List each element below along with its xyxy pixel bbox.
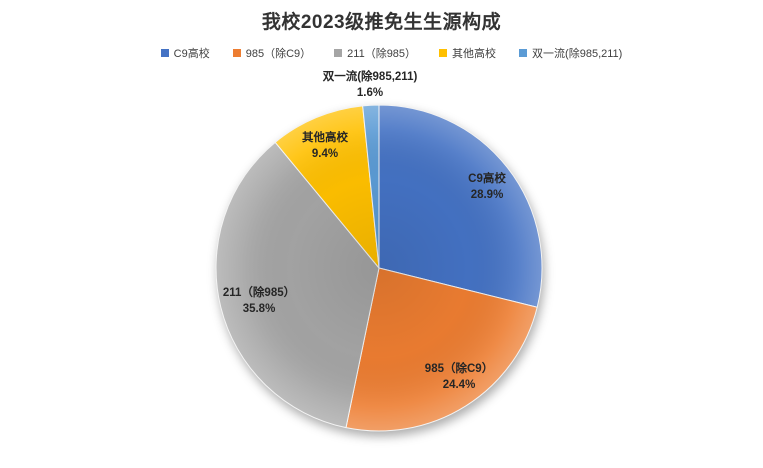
legend-item-985: 985（除C9） — [232, 45, 312, 61]
pie-slices — [215, 104, 543, 432]
legend-item-double-first-class: 双一流(除985,211) — [519, 45, 622, 61]
legend-item-label: C9高校 — [173, 48, 210, 60]
legend-item-label: 其他高校 — [452, 48, 497, 60]
legend-item-label: 双一流(除985,211) — [532, 48, 623, 60]
legend-item-label: 211（除985） — [347, 48, 417, 60]
legend-swatch-icon — [334, 49, 343, 57]
legend-swatch-icon — [160, 49, 169, 57]
legend-swatch-icon — [439, 49, 448, 57]
legend-item-label: 985（除C9） — [245, 48, 312, 60]
chart-title: 我校2023级推免生生源构成 — [261, 12, 502, 33]
legend-item-other: 其他高校 — [439, 45, 496, 61]
legend: C9高校 985（除C9） 211（除985） 其他高校 双一流(除985,21… — [10, 45, 763, 61]
legend-item-211: 211（除985） — [334, 45, 416, 61]
legend-swatch-icon — [519, 49, 528, 57]
legend-item-c9: C9高校 — [160, 45, 210, 61]
legend-swatch-icon — [232, 49, 241, 57]
